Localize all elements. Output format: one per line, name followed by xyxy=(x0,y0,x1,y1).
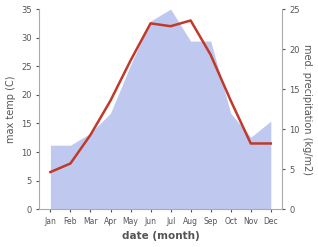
X-axis label: date (month): date (month) xyxy=(122,231,199,242)
Y-axis label: max temp (C): max temp (C) xyxy=(5,75,16,143)
Y-axis label: med. precipitation (kg/m2): med. precipitation (kg/m2) xyxy=(302,44,313,175)
